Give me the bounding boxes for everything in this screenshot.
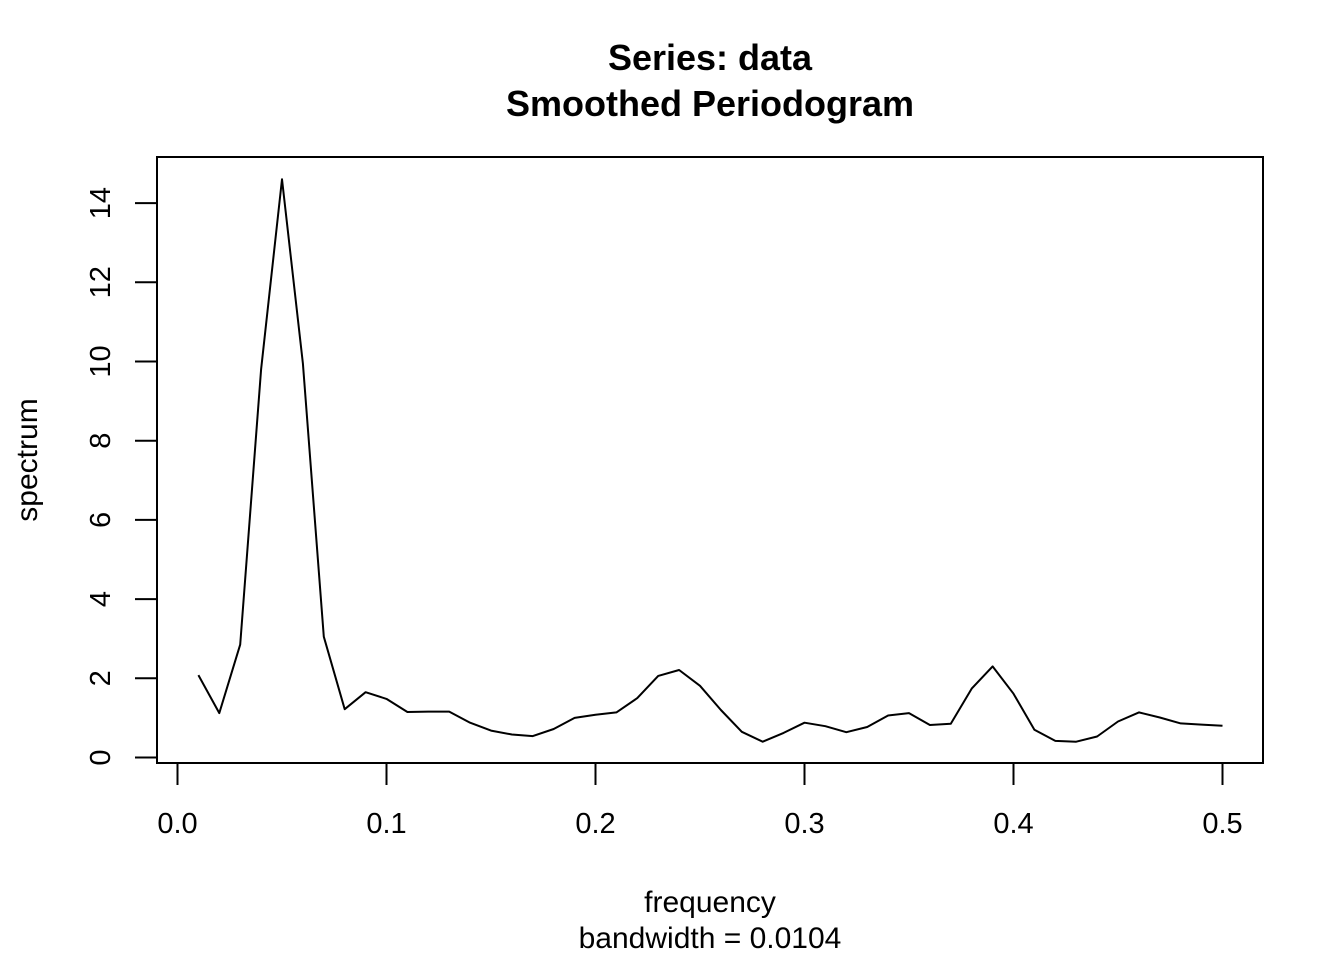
chart-subtitle: Smoothed Periodogram bbox=[506, 83, 914, 124]
y-axis-label: spectrum bbox=[11, 398, 44, 521]
y-tick-label: 6 bbox=[85, 512, 117, 528]
series-layer bbox=[197, 178, 1223, 743]
y-tick-label: 0 bbox=[85, 749, 117, 765]
x-axis-sublabel: bandwidth = 0.0104 bbox=[579, 922, 842, 955]
y-axis: 0 2 4 6 8 10 12 14 bbox=[85, 187, 158, 766]
y-tick-label: 4 bbox=[85, 591, 117, 607]
chart-title: Series: data bbox=[608, 37, 813, 78]
x-tick-label: 0.3 bbox=[784, 808, 824, 840]
x-tick-label: 0.1 bbox=[366, 808, 406, 840]
x-tick-label: 0.5 bbox=[1202, 808, 1242, 840]
x-axis: 0.0 0.1 0.2 0.3 0.4 0.5 bbox=[157, 762, 1243, 840]
x-axis-label: frequency bbox=[644, 886, 776, 919]
x-tick-label: 0.0 bbox=[157, 808, 197, 840]
spectrum-line bbox=[197, 178, 1223, 743]
plot-area-frame bbox=[156, 156, 1264, 764]
x-tick-label: 0.4 bbox=[993, 808, 1033, 840]
y-tick-label: 12 bbox=[85, 266, 117, 298]
y-tick-label: 2 bbox=[85, 670, 117, 686]
y-tick-label: 8 bbox=[85, 433, 117, 449]
x-tick-label: 0.2 bbox=[575, 808, 615, 840]
y-tick-label: 10 bbox=[85, 345, 117, 377]
y-tick-label: 14 bbox=[85, 187, 117, 219]
